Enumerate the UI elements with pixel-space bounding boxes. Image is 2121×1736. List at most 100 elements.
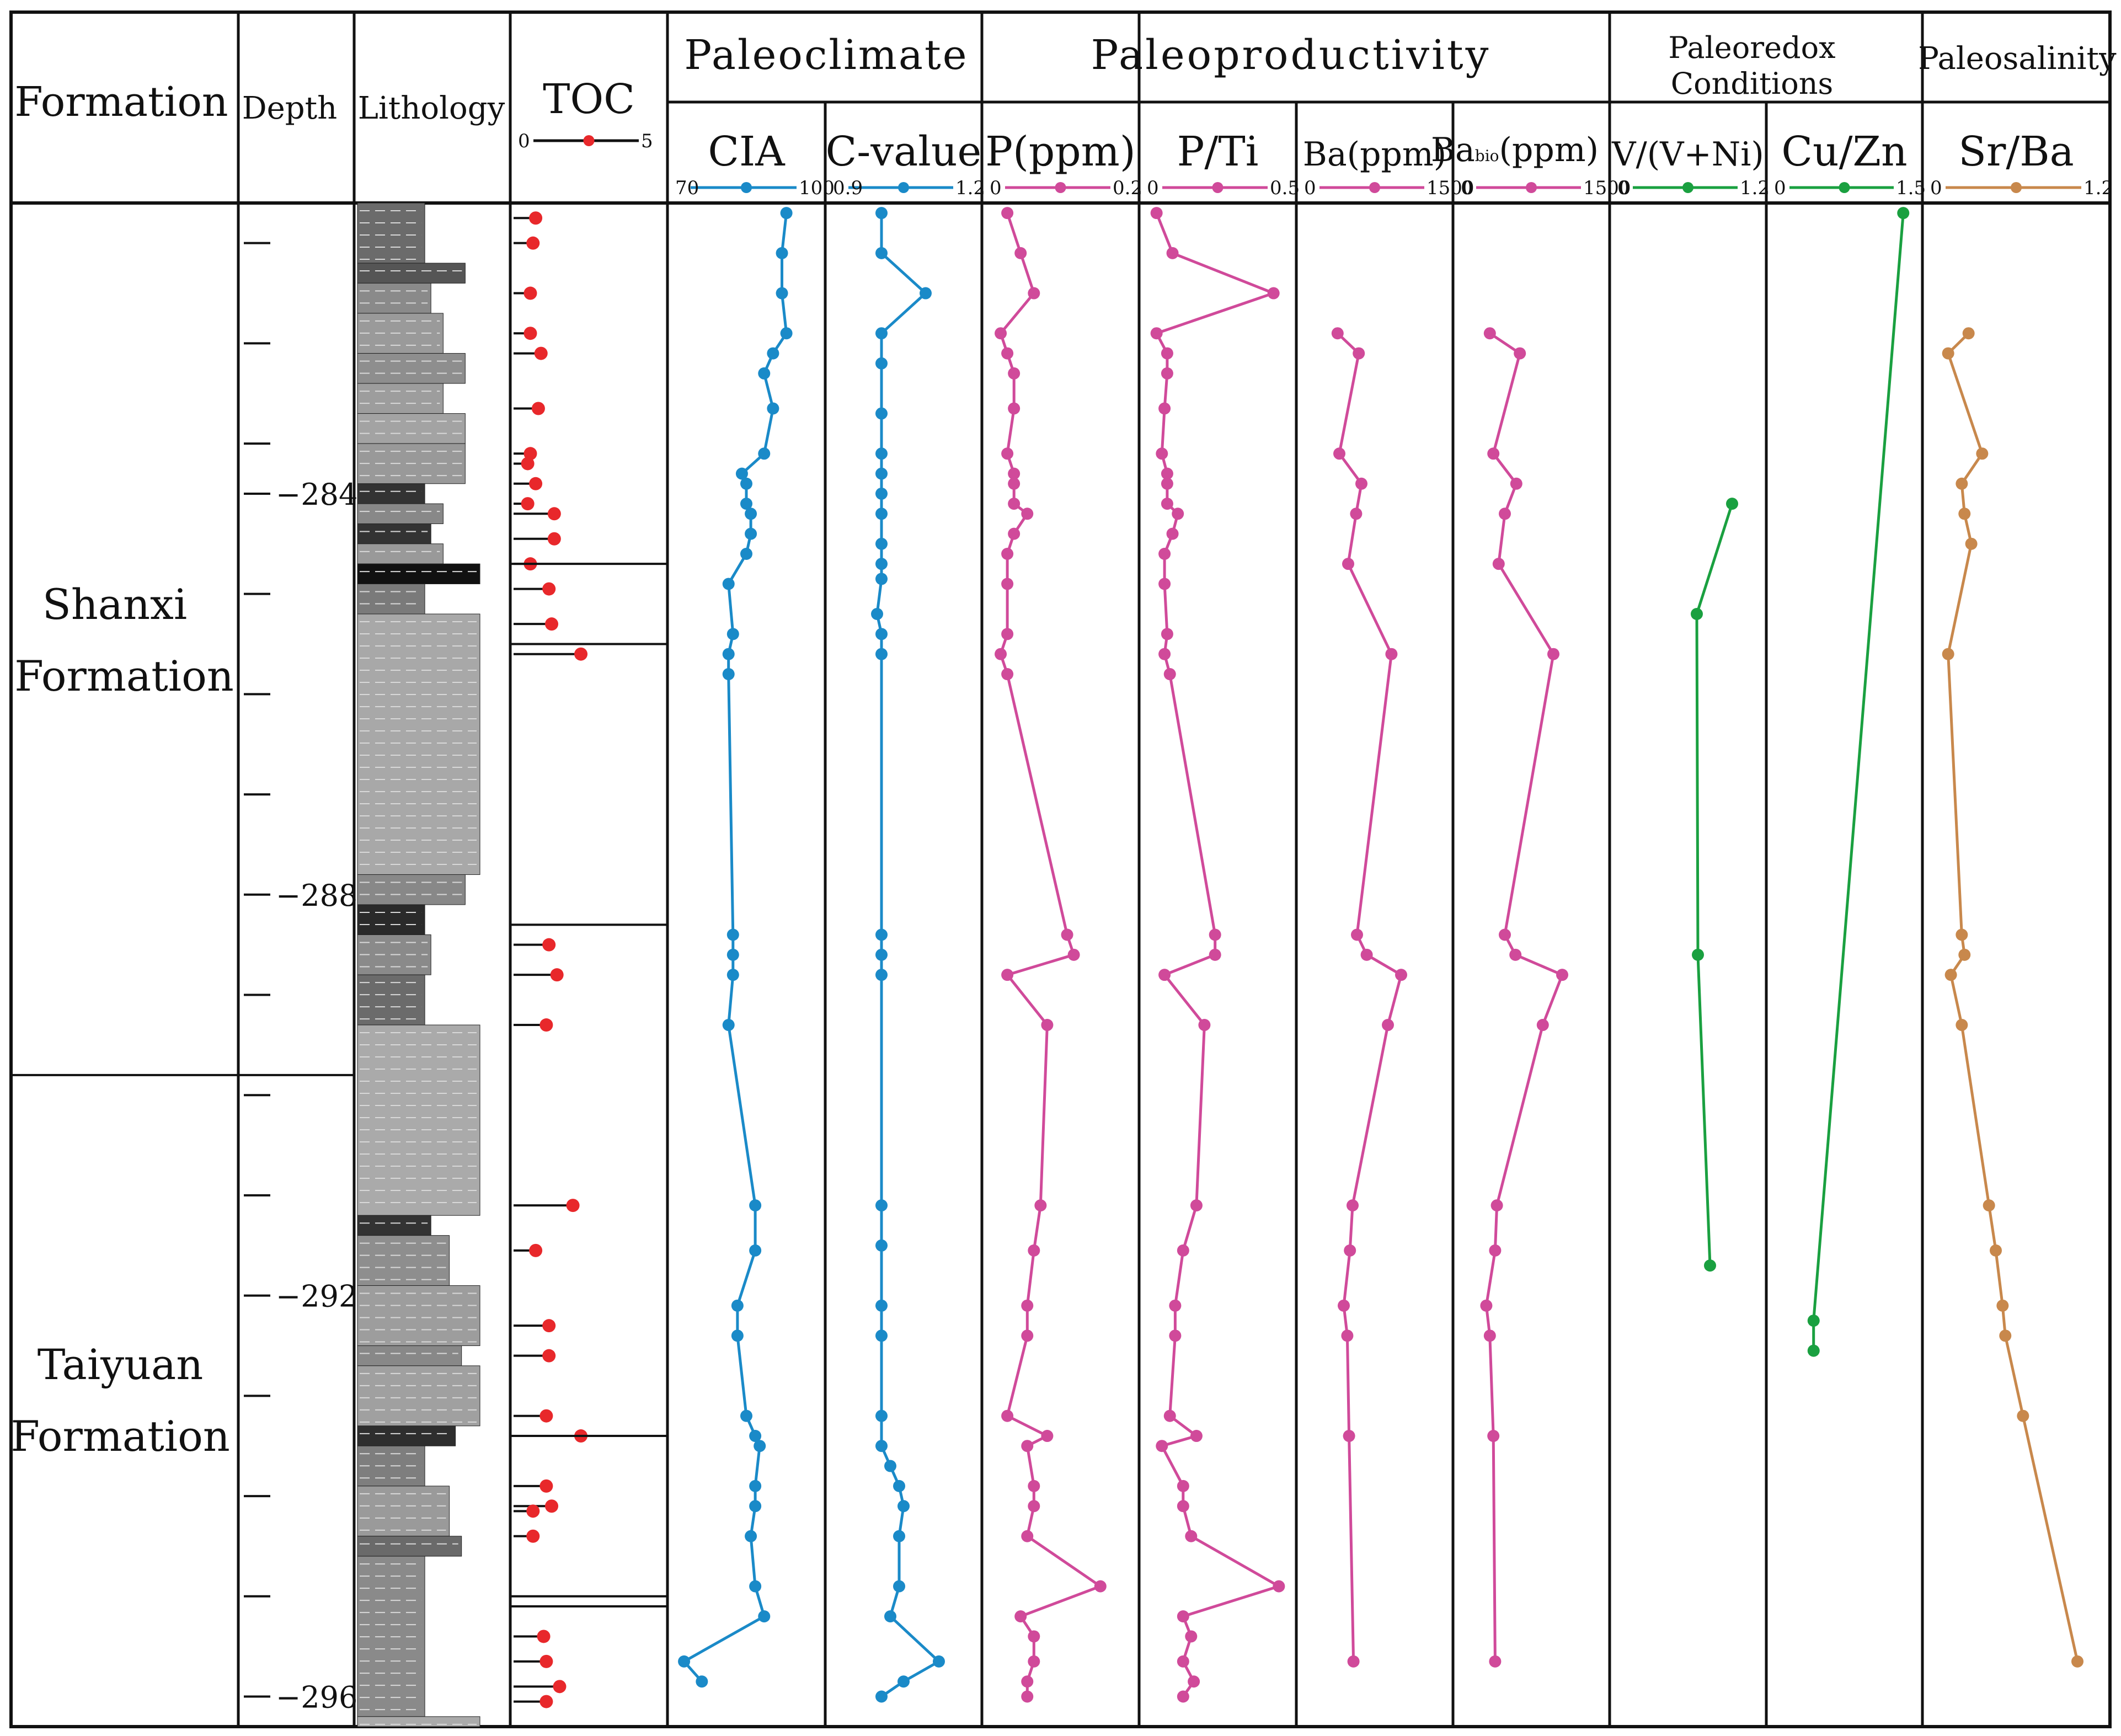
toc-point — [529, 1243, 543, 1257]
series-point — [1028, 1630, 1040, 1643]
toc-point — [526, 236, 540, 250]
series-point — [875, 487, 888, 500]
series-point — [1158, 578, 1171, 590]
series-label: C-value — [826, 128, 982, 175]
series-point — [1034, 1199, 1047, 1212]
scale-max: 1500 — [1583, 177, 1631, 199]
series-point — [1536, 1019, 1549, 1032]
series-point — [1150, 207, 1163, 220]
series-point — [1158, 969, 1171, 981]
series-point — [722, 578, 735, 590]
series-point — [735, 467, 748, 480]
series-point — [1172, 508, 1184, 520]
scale-max: 100 — [799, 177, 835, 199]
series-label: Sr/Ba — [1958, 128, 2074, 175]
series-point — [1001, 207, 1014, 220]
lithology-bed — [357, 974, 425, 1025]
series-point — [1351, 928, 1363, 941]
series-point — [749, 1580, 762, 1593]
formation-shanxi-line2: Formation — [14, 651, 234, 701]
series-point — [1021, 1675, 1034, 1688]
scale-max: 1.5 — [1896, 177, 1926, 199]
series-point — [1962, 327, 1975, 340]
series-point — [1001, 668, 1014, 681]
series-point — [897, 1500, 910, 1513]
series-point — [1944, 969, 1957, 981]
series-point — [875, 447, 888, 460]
series-point — [1499, 928, 1511, 941]
series-point — [1347, 1655, 1360, 1668]
toc-point — [547, 532, 561, 546]
series-point — [1028, 1244, 1040, 1257]
header-paleoredox-1: Paleoredox — [1668, 30, 1835, 65]
series-point — [875, 467, 888, 480]
series-point — [1385, 648, 1398, 660]
scale-min: 0 — [1617, 177, 1630, 199]
series-point — [1487, 1430, 1500, 1443]
series-point — [731, 1329, 744, 1342]
toc-point — [553, 1680, 567, 1694]
lithology-bed — [357, 1345, 462, 1366]
series-point — [1958, 948, 1971, 961]
scale-marker — [1682, 182, 1693, 193]
scale-max: 1.2 — [1740, 177, 1770, 199]
lithology-bed — [357, 1425, 456, 1446]
series-point — [1188, 1675, 1200, 1688]
lithology-bed — [357, 263, 466, 284]
toc-point — [523, 327, 537, 340]
toc-point — [529, 211, 543, 225]
toc-point — [547, 507, 561, 521]
series-point — [2017, 1409, 2029, 1422]
series-point — [995, 327, 1007, 340]
series-point — [1156, 1440, 1168, 1452]
series-point — [1001, 969, 1014, 981]
series-point — [1956, 477, 1968, 490]
series-point — [1177, 1610, 1189, 1623]
series-point — [767, 402, 779, 415]
series-point — [1341, 1329, 1354, 1342]
lithology-bed — [357, 1215, 431, 1236]
series-point — [1156, 447, 1168, 460]
series-label: Babio(ppm) — [1431, 131, 1599, 169]
series-point — [758, 447, 771, 460]
series-point — [1333, 447, 1345, 460]
series-point — [1166, 247, 1179, 259]
lithology-bed — [357, 282, 431, 314]
series-point — [1897, 207, 1910, 220]
series-point — [875, 207, 888, 220]
series-point — [1021, 1530, 1034, 1542]
series-point — [726, 948, 739, 961]
series-point — [1061, 928, 1073, 941]
series-point — [1158, 402, 1171, 415]
series-line — [1812, 212, 1905, 1351]
series-point — [749, 1479, 762, 1492]
series-point — [1956, 928, 1968, 941]
series-point — [875, 357, 888, 370]
series-point — [1942, 648, 1954, 660]
series-point — [1185, 1530, 1198, 1542]
series-point — [1350, 508, 1363, 520]
formation-labels: Shanxi Formation Taiyuan Formation — [10, 580, 234, 1461]
scale-min: 0 — [990, 177, 1002, 199]
series-point — [1001, 1409, 1014, 1422]
formation-taiyuan-line2: Formation — [10, 1412, 230, 1461]
scale-marker — [1526, 182, 1537, 193]
toc-point — [539, 1409, 553, 1423]
series-point — [1556, 969, 1568, 981]
series-point — [1347, 1199, 1359, 1212]
series-point — [1021, 1440, 1034, 1452]
scale-min: 0.9 — [833, 177, 863, 199]
series-label: Ba(ppm) — [1303, 135, 1446, 174]
series-point — [1150, 327, 1163, 340]
series-point — [875, 573, 888, 585]
series-point — [1483, 327, 1496, 340]
series-point — [1163, 668, 1176, 681]
lithology-bed — [357, 483, 425, 504]
series-point — [731, 1299, 744, 1312]
lithology-bed — [357, 613, 480, 875]
series-point — [875, 648, 888, 660]
header-paleosalinity: Paleosalinity — [1918, 41, 2117, 77]
series-point — [875, 928, 888, 941]
scale-marker — [1369, 182, 1380, 193]
